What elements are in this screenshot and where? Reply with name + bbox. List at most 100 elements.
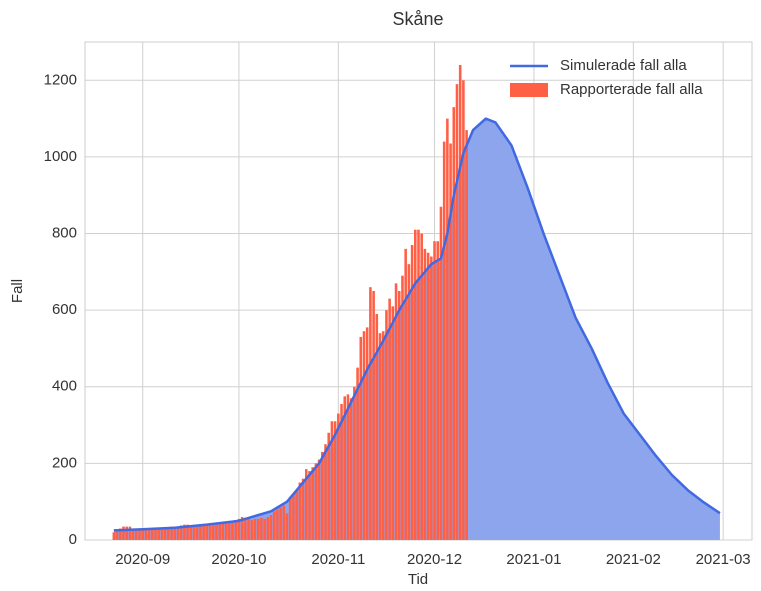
bar bbox=[176, 526, 180, 540]
bar bbox=[157, 529, 161, 540]
bar bbox=[401, 275, 404, 540]
bar bbox=[115, 530, 119, 540]
x-tick-label: 2021-03 bbox=[696, 551, 751, 568]
bar bbox=[228, 521, 231, 540]
bar bbox=[308, 471, 311, 540]
bar bbox=[224, 522, 228, 540]
bar bbox=[285, 513, 289, 540]
bar bbox=[301, 478, 305, 540]
bar bbox=[433, 241, 436, 540]
bar bbox=[250, 520, 254, 540]
bar bbox=[154, 529, 157, 540]
bar bbox=[199, 525, 202, 540]
bar bbox=[253, 518, 257, 540]
bar bbox=[295, 490, 298, 540]
bar bbox=[276, 509, 279, 540]
bar bbox=[189, 526, 193, 540]
bar bbox=[375, 313, 379, 540]
bar bbox=[404, 248, 407, 540]
bar bbox=[179, 525, 183, 540]
bar bbox=[221, 523, 225, 540]
bar bbox=[183, 524, 186, 540]
bar bbox=[343, 396, 347, 540]
bar bbox=[452, 107, 456, 540]
bar bbox=[211, 523, 215, 540]
bar bbox=[321, 451, 324, 540]
bar bbox=[266, 517, 270, 540]
bar bbox=[439, 206, 443, 540]
bar bbox=[333, 421, 337, 540]
bar bbox=[263, 518, 266, 540]
bar bbox=[423, 248, 427, 540]
bar bbox=[465, 130, 468, 540]
bar bbox=[202, 524, 205, 540]
bar bbox=[208, 525, 212, 540]
bar bbox=[144, 529, 148, 540]
bar bbox=[359, 336, 363, 540]
bar bbox=[324, 444, 327, 540]
legend-swatch bbox=[510, 83, 548, 97]
bar bbox=[407, 264, 411, 540]
x-tick-label: 2021-02 bbox=[606, 551, 661, 568]
bar bbox=[417, 229, 420, 540]
y-tick-label: 0 bbox=[69, 531, 77, 548]
legend-label: Rapporterade fall alla bbox=[560, 81, 703, 98]
bar bbox=[298, 482, 302, 540]
x-axis-label: Tid bbox=[408, 571, 428, 588]
bar bbox=[385, 310, 388, 540]
bar bbox=[327, 432, 330, 540]
chart-title: Skåne bbox=[392, 9, 443, 29]
bar bbox=[369, 287, 372, 540]
bar bbox=[173, 526, 177, 540]
bar bbox=[304, 469, 308, 540]
bar bbox=[446, 118, 449, 540]
bar bbox=[160, 528, 164, 540]
bar bbox=[356, 367, 359, 540]
y-axis-label: Fall bbox=[9, 279, 26, 303]
bar bbox=[311, 467, 314, 540]
bar bbox=[167, 527, 170, 540]
line bbox=[113, 117, 721, 532]
bar bbox=[462, 80, 465, 541]
bar bbox=[391, 306, 395, 540]
bar bbox=[414, 229, 417, 540]
bar bbox=[388, 298, 391, 540]
y-tick-label: 1200 bbox=[44, 71, 77, 88]
bar bbox=[231, 520, 234, 540]
bar bbox=[192, 525, 196, 540]
bar bbox=[381, 331, 385, 540]
bar bbox=[186, 524, 189, 540]
y-tick-label: 600 bbox=[52, 301, 77, 318]
bar bbox=[346, 394, 350, 540]
y-tick-label: 800 bbox=[52, 225, 77, 242]
bar bbox=[138, 529, 141, 540]
bar bbox=[372, 291, 375, 540]
bar bbox=[426, 252, 430, 540]
bar bbox=[118, 528, 122, 540]
bar bbox=[260, 517, 263, 540]
bar bbox=[272, 511, 276, 540]
bar bbox=[131, 530, 135, 540]
bar bbox=[340, 404, 343, 540]
bar bbox=[244, 517, 247, 540]
bar bbox=[314, 463, 318, 540]
bar bbox=[292, 494, 295, 540]
bar bbox=[288, 497, 292, 540]
x-tick-label: 2020-11 bbox=[311, 551, 365, 568]
legend-label: Simulerade fall alla bbox=[560, 57, 687, 74]
bar bbox=[234, 520, 237, 540]
bar bbox=[128, 526, 132, 540]
bar bbox=[205, 524, 209, 540]
bar bbox=[282, 505, 286, 540]
bar bbox=[436, 241, 440, 540]
bar bbox=[237, 518, 241, 540]
bar bbox=[279, 507, 282, 540]
x-tick-label: 2021-01 bbox=[506, 551, 561, 568]
bar bbox=[442, 141, 446, 540]
bar bbox=[365, 327, 369, 540]
y-tick-label: 400 bbox=[52, 378, 77, 395]
area-layer bbox=[113, 118, 720, 540]
x-tick-label: 2020-10 bbox=[211, 551, 266, 568]
bar bbox=[122, 526, 125, 540]
bar bbox=[215, 522, 218, 540]
